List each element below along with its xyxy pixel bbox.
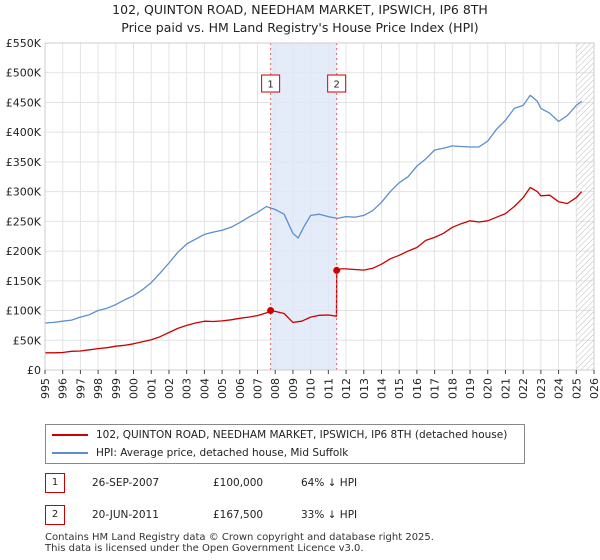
footer-attribution: Contains HM Land Registry data © Crown c… — [45, 532, 434, 554]
hpi-line — [44, 94, 582, 324]
forecast-hatch — [576, 43, 594, 370]
x-tick-label: 2018 — [446, 378, 459, 400]
property-price-line — [45, 186, 583, 354]
x-tick-label: 2012 — [340, 378, 353, 400]
y-tick-label: £250K — [6, 215, 42, 228]
x-tick-label: 2004 — [198, 378, 211, 400]
x-tick-label: 2002 — [163, 378, 176, 400]
marker-badge — [327, 74, 347, 93]
y-tick-label: £50K — [13, 334, 42, 347]
x-tick-label: 1998 — [92, 378, 105, 400]
sale-point — [333, 266, 341, 274]
y-tick-label: £200K — [6, 245, 42, 258]
transaction-price: £100,000 — [213, 477, 264, 489]
legend-label-property: 102, QUINTON ROAD, NEEDHAM MARKET, IPSWI… — [96, 429, 508, 441]
x-tick-label: 2015 — [393, 378, 406, 400]
x-tick-label: 2000 — [128, 378, 141, 400]
x-tick-label: 2013 — [358, 378, 371, 400]
y-tick-label: £350K — [6, 156, 42, 169]
transaction-date: 26-SEP-2007 — [92, 477, 160, 489]
x-tick-label: 2017 — [429, 378, 442, 400]
transaction-hpi-diff: 64% ↓ HPI — [301, 477, 358, 489]
legend-item-hpi: HPI: Average price, detached house, Mid … — [52, 445, 348, 461]
transaction-price: £167,500 — [213, 509, 264, 521]
x-tick-label: 1997 — [74, 378, 87, 400]
sale-point — [267, 307, 275, 315]
y-tick-label: £150K — [6, 275, 42, 288]
y-tick-label: £300K — [6, 186, 42, 199]
x-tick-label: 2007 — [252, 378, 265, 400]
price-chart: 1 2 £0 £50K £100K £150K £200K £250K £300K £350K £… — [6, 37, 600, 400]
x-tick-label: 1995 — [39, 378, 52, 400]
x-tick-label: 1996 — [57, 378, 70, 400]
x-tick-label: 1999 — [110, 378, 123, 400]
legend-swatch-blue — [52, 452, 88, 454]
transaction-number-badge: 2 — [45, 505, 65, 525]
y-tick-label: £0 — [27, 364, 41, 377]
chart-legend: 102, QUINTON ROAD, NEEDHAM MARKET, IPSWI… — [45, 424, 525, 464]
x-tick-label: 2006 — [234, 378, 247, 400]
x-tick-label: 2024 — [553, 378, 566, 400]
footer-license: This data is licensed under the Open Gov… — [45, 543, 364, 554]
x-tick-label: 2010 — [305, 378, 318, 400]
x-tick-label: 2009 — [287, 378, 300, 400]
x-tick-label: 2014 — [375, 378, 388, 400]
x-tick-label: 2020 — [482, 378, 495, 400]
x-tick-label: 2022 — [517, 378, 530, 400]
x-tick-label: 2016 — [411, 378, 424, 400]
legend-swatch-red — [52, 434, 88, 436]
x-tick-label: 2011 — [322, 378, 335, 400]
x-tick-label: 2005 — [216, 378, 229, 400]
x-tick-label: 2025 — [570, 378, 583, 400]
x-tick-label: 2003 — [181, 378, 194, 400]
x-tick-label: 2026 — [588, 378, 600, 400]
x-tick-label: 2001 — [145, 378, 158, 400]
marker-badge — [261, 74, 281, 93]
legend-label-hpi: HPI: Average price, detached house, Mid … — [96, 447, 349, 459]
y-tick-label: £400K — [6, 126, 42, 139]
marker-badge-label: 2 — [333, 80, 339, 91]
y-tick-label: £500K — [6, 67, 42, 80]
marker-badge-label: 1 — [267, 80, 273, 91]
plot-frame — [44, 42, 595, 371]
x-tick-label: 2021 — [499, 378, 512, 400]
chart-title: 102, QUINTON ROAD, NEEDHAM MARKET, IPSWI… — [112, 2, 488, 17]
y-tick-label: £450K — [6, 96, 42, 109]
transaction-hpi-diff: 33% ↓ HPI — [301, 509, 358, 521]
footer-copyright: Contains HM Land Registry data © Crown c… — [45, 532, 434, 543]
transaction-date: 20-JUN-2011 — [92, 509, 159, 521]
x-tick-label: 2023 — [535, 378, 548, 400]
legend-item-property: 102, QUINTON ROAD, NEEDHAM MARKET, IPSWI… — [52, 427, 507, 443]
chart-subtitle: Price paid vs. HM Land Registry's House … — [121, 20, 479, 35]
y-tick-label: £550K — [6, 37, 42, 50]
y-tick-label: £100K — [6, 305, 42, 318]
x-tick-label: 2019 — [464, 378, 477, 400]
x-tick-label: 2008 — [269, 378, 282, 400]
transaction-number-badge: 1 — [45, 473, 65, 493]
